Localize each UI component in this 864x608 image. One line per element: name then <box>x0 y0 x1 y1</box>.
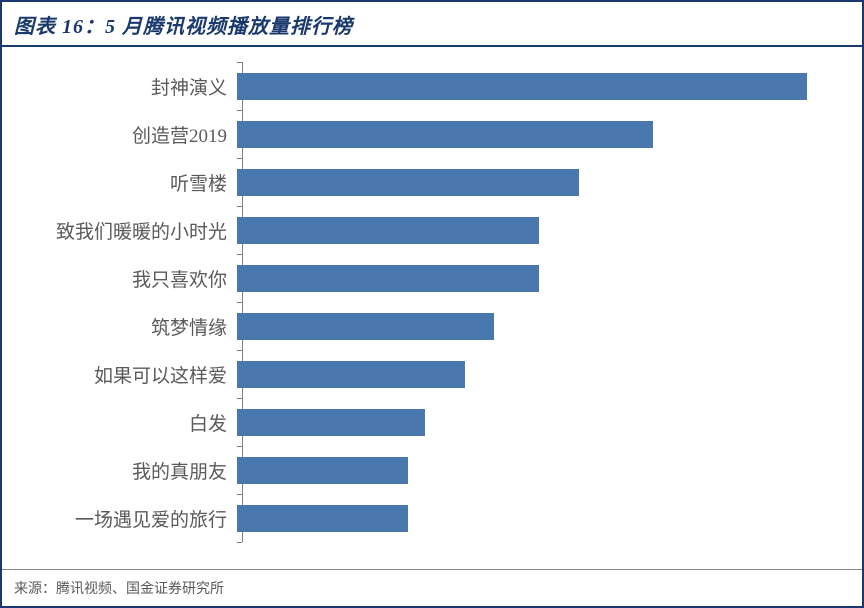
category-label: 我只喜欢你 <box>42 265 237 292</box>
bar-row: 我的真朋友 <box>42 446 822 494</box>
chart-container: 图表 16：5 月腾讯视频播放量排行榜 封神演义创造营2019 听雪楼致我们暖暖的… <box>0 0 864 608</box>
y-tick <box>237 446 242 447</box>
y-tick <box>237 542 242 543</box>
y-tick <box>237 494 242 495</box>
y-tick <box>237 302 242 303</box>
bar <box>237 169 579 196</box>
bar-row: 听雪楼 <box>42 158 822 206</box>
y-tick <box>237 206 242 207</box>
y-tick <box>237 62 242 63</box>
bar <box>237 409 425 436</box>
bar <box>237 265 539 292</box>
bar-row: 一场遇见爱的旅行 <box>42 494 822 542</box>
bar <box>237 361 465 388</box>
bar <box>237 313 494 340</box>
bar <box>237 217 539 244</box>
category-label: 致我们暖暖的小时光 <box>42 217 237 244</box>
category-label: 听雪楼 <box>42 169 237 196</box>
chart-title: 图表 16：5 月腾讯视频播放量排行榜 <box>14 10 850 39</box>
bar-row: 创造营2019 <box>42 110 822 158</box>
plot-region: 封神演义创造营2019 听雪楼致我们暖暖的小时光我只喜欢你筑梦情缘如果可以这样爱白… <box>42 62 822 546</box>
category-label: 如果可以这样爱 <box>42 361 237 388</box>
chart-footer: 来源：腾讯视频、国金证券研究所 <box>2 569 862 606</box>
category-label: 创造营2019 <box>42 121 237 148</box>
category-label: 一场遇见爱的旅行 <box>42 505 237 532</box>
bar <box>237 73 807 100</box>
y-tick <box>237 110 242 111</box>
bar-row: 白发 <box>42 398 822 446</box>
bar <box>237 121 653 148</box>
bar-row: 封神演义 <box>42 62 822 110</box>
category-label: 白发 <box>42 409 237 436</box>
bar-row: 如果可以这样爱 <box>42 350 822 398</box>
y-tick <box>237 158 242 159</box>
y-tick <box>237 254 242 255</box>
category-label: 封神演义 <box>42 73 237 100</box>
category-label: 我的真朋友 <box>42 457 237 484</box>
bar-row: 筑梦情缘 <box>42 302 822 350</box>
bar <box>237 505 408 532</box>
bar <box>237 457 408 484</box>
bar-row: 我只喜欢你 <box>42 254 822 302</box>
category-label: 筑梦情缘 <box>42 313 237 340</box>
y-tick <box>237 398 242 399</box>
chart-header: 图表 16：5 月腾讯视频播放量排行榜 <box>2 2 862 47</box>
bar-row: 致我们暖暖的小时光 <box>42 206 822 254</box>
chart-area: 封神演义创造营2019 听雪楼致我们暖暖的小时光我只喜欢你筑梦情缘如果可以这样爱白… <box>42 62 822 546</box>
source-text: 来源：腾讯视频、国金证券研究所 <box>14 578 850 598</box>
y-tick <box>237 350 242 351</box>
